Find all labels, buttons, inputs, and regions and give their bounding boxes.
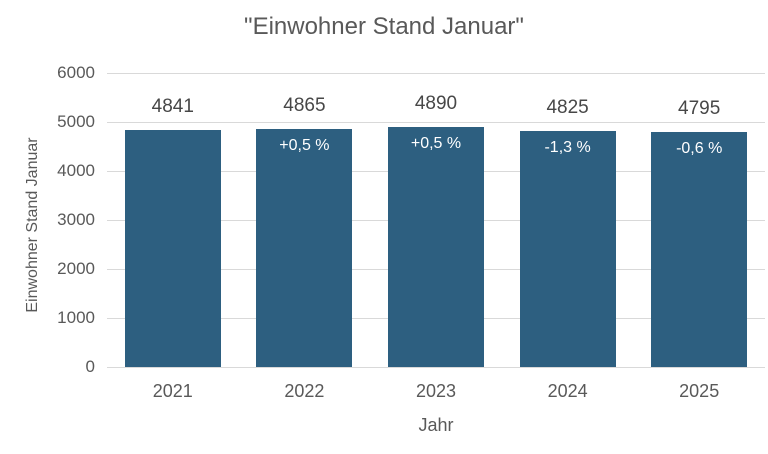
y-axis-tick-label: 0 [85,357,95,376]
x-axis-tick-label: 2022 [284,381,325,401]
bar-percentage-label: +0,5 % [410,135,462,153]
y-axis-tick-label: 2000 [57,259,95,278]
bar-value-label: 4841 [151,95,194,117]
chart-title: "Einwohner Stand Januar" [244,13,524,40]
bar-value-label: 4795 [678,98,721,120]
bar-percentage-label: +0,5 % [279,136,330,154]
bar-value-label: 4825 [546,96,589,118]
x-axis-title: Jahr [418,415,454,435]
bar-value-label: 4865 [283,94,326,116]
bar-2022 [256,128,353,367]
bar-2021 [124,129,221,367]
x-axis-tick-label: 2023 [415,381,457,401]
gridline [107,72,765,74]
gridline [107,366,765,368]
y-axis-tick-label: 3000 [57,210,95,229]
bar-percentage-label: -0,6 % [676,140,723,158]
y-axis-tick-label: 4000 [57,161,95,180]
y-axis-tick-label: 5000 [57,112,95,131]
gridline [107,121,765,123]
bar-2025 [651,132,748,367]
x-axis-tick-label: 2025 [679,381,720,401]
x-axis-tick-label: 2024 [547,381,588,401]
x-axis-tick-label: 2021 [152,381,193,401]
bar-value-label: 4890 [414,93,458,115]
bar-2023 [388,127,484,367]
y-axis-tick-label: 1000 [57,308,95,327]
bar-percentage-label: -1,3 % [544,138,591,156]
y-axis-tick-label: 6000 [57,63,95,82]
bar-2024 [519,130,616,367]
